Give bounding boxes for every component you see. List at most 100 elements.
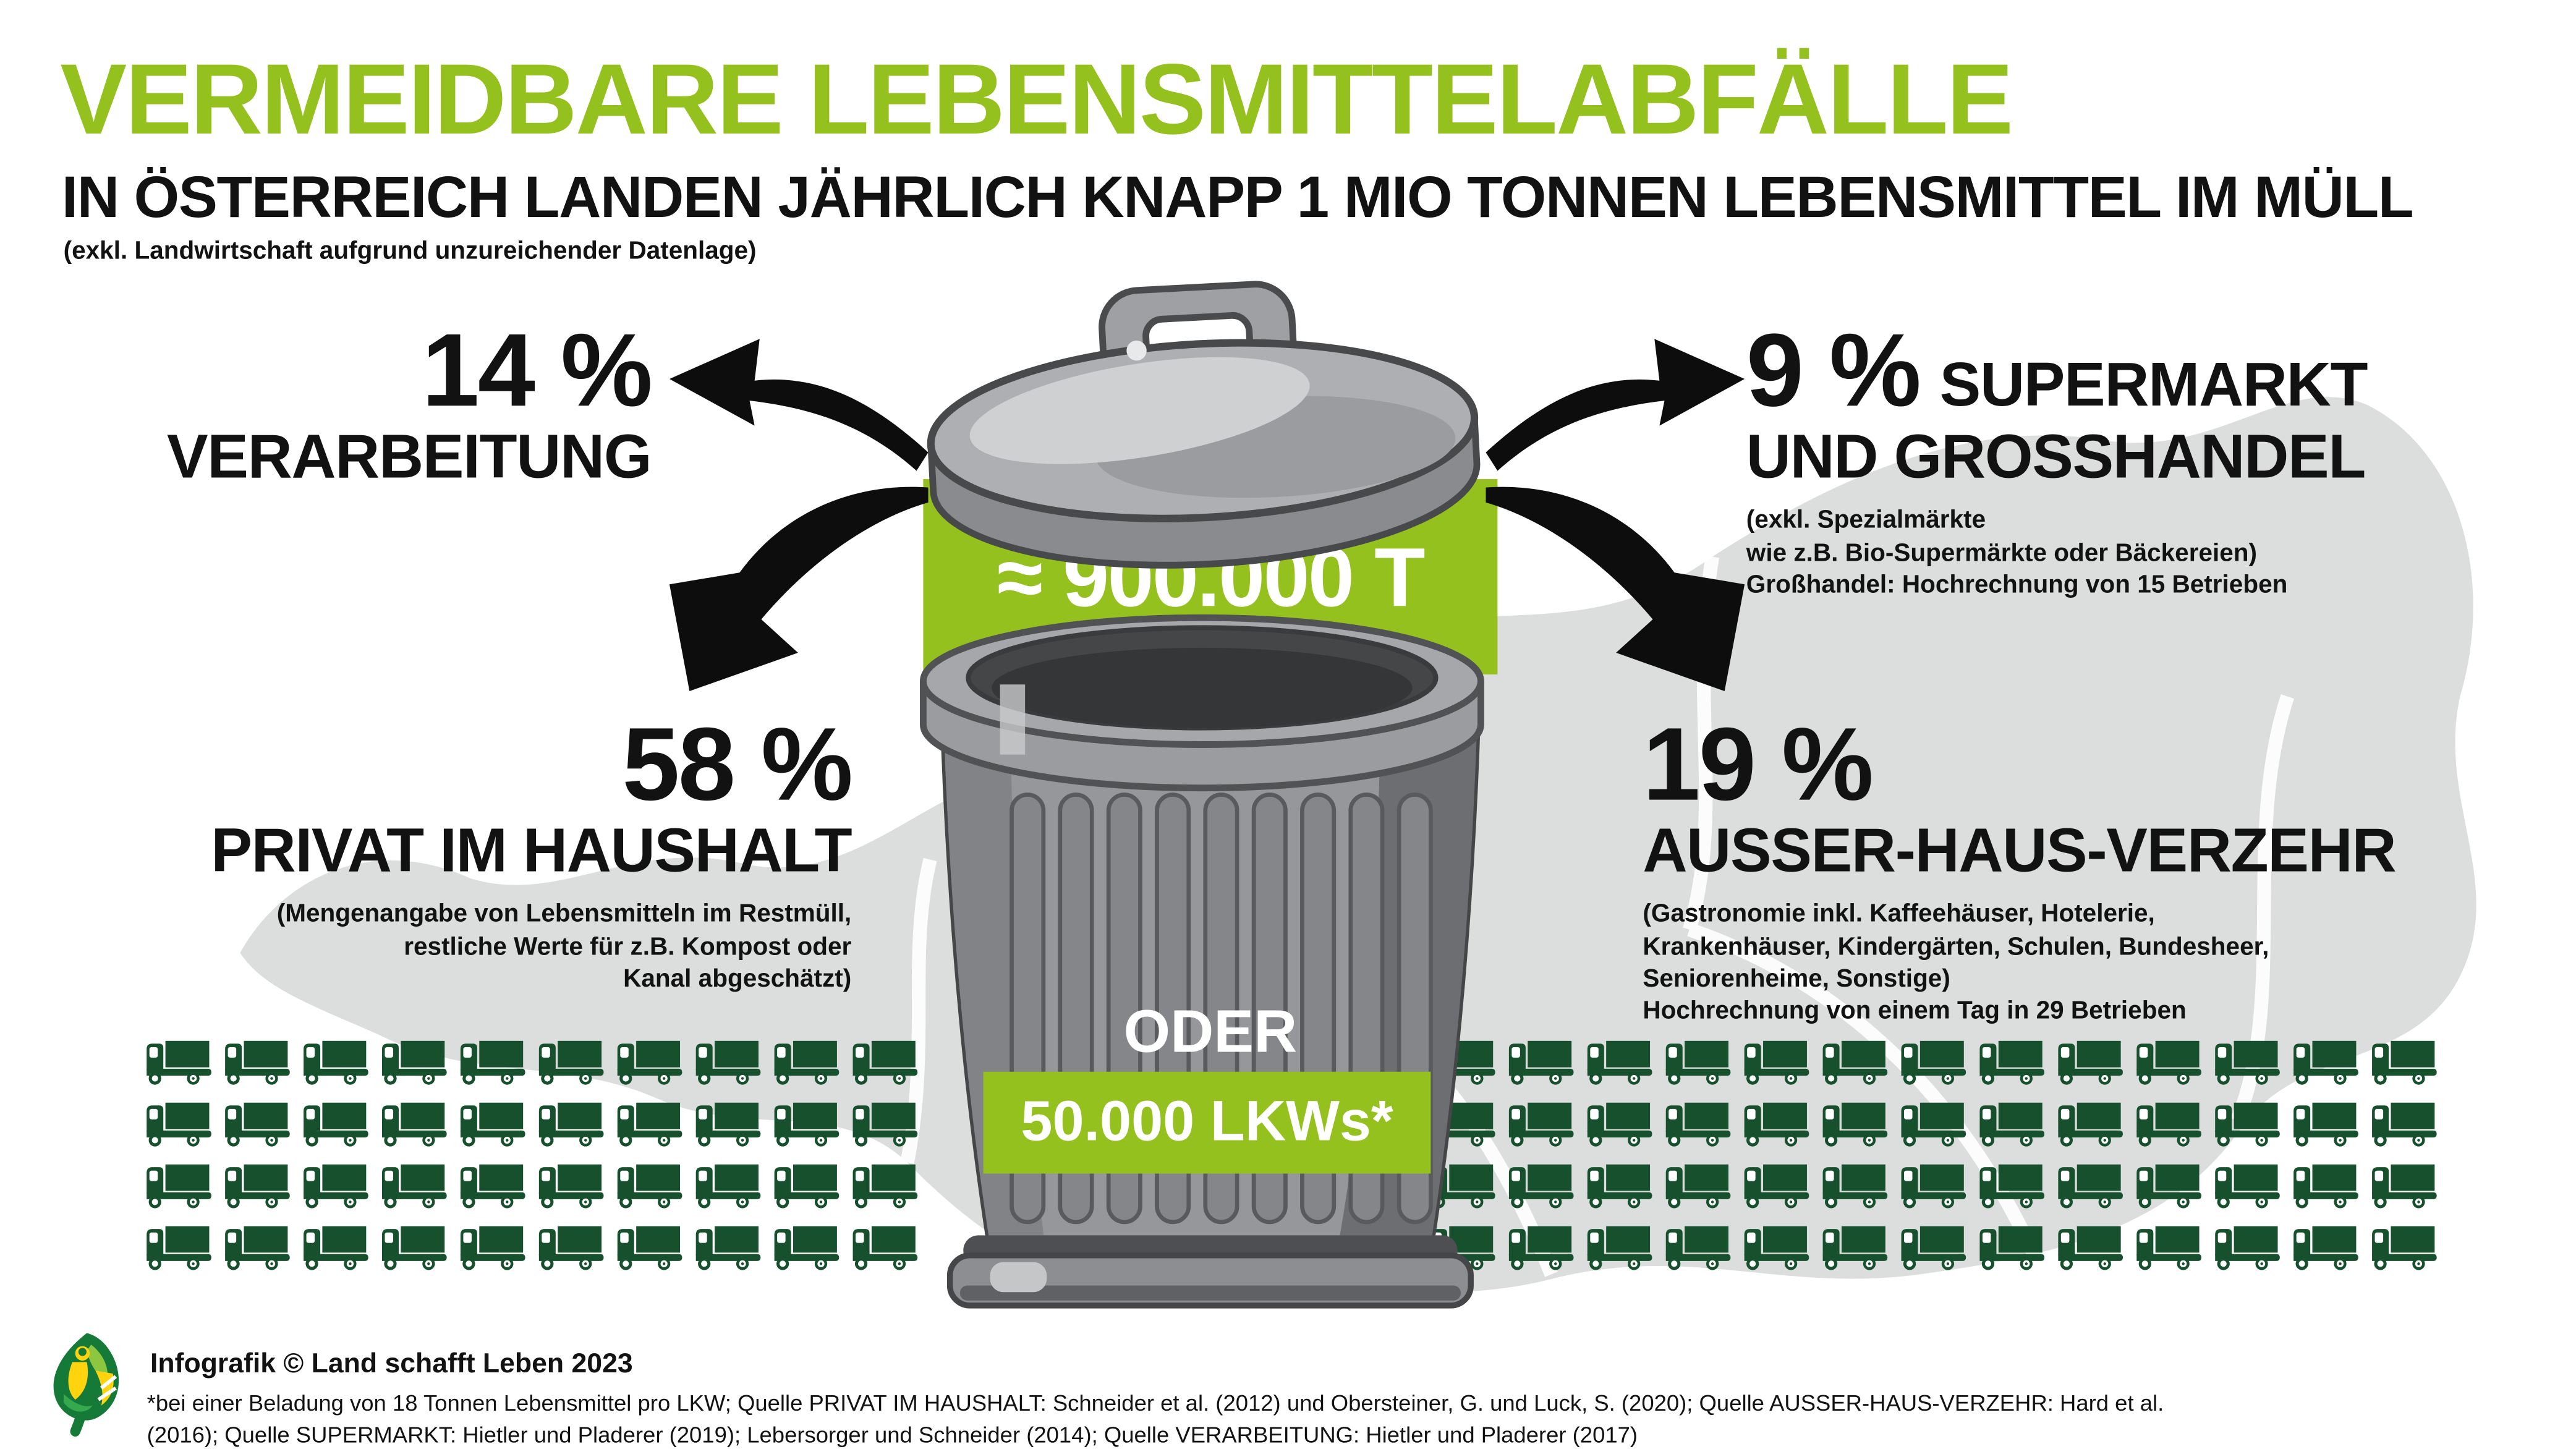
truck-icon (143, 1098, 213, 1149)
truck-icon (379, 1160, 449, 1210)
truck-icon (536, 1098, 606, 1149)
truck-icon (536, 1222, 606, 1272)
note-line: wie z.B. Bio-Supermärkte oder Bäckereien… (1746, 538, 2258, 567)
truck-icon (693, 1160, 763, 1210)
truck-icon (457, 1098, 527, 1149)
note-line: Großhandel: Hochrechnung von 15 Betriebe… (1746, 571, 2288, 600)
truck-icon (1741, 1160, 1811, 1210)
truck-icon (614, 1037, 684, 1087)
segment-percent: 14 % (422, 313, 653, 430)
truck-icon (1976, 1098, 2046, 1149)
truck-icon (222, 1098, 292, 1149)
truck-icon (2369, 1098, 2439, 1149)
truck-icon (379, 1098, 449, 1149)
truck-icon (614, 1098, 684, 1149)
truck-icon (1820, 1222, 1890, 1272)
truck-icon (1663, 1037, 1733, 1087)
truck-icon (1976, 1222, 2046, 1272)
truck-icon (1663, 1222, 1733, 1272)
truck-icon (1898, 1037, 1968, 1087)
truck-icon (2369, 1160, 2439, 1210)
segment-name: PRIVAT IM HAUSHALT (211, 816, 852, 885)
trash-can-opening (920, 614, 1484, 792)
truck-icon (2055, 1098, 2125, 1149)
segment-name: AUSSER-HAUS-VERZEHR (1643, 816, 2396, 885)
truck-icon (1741, 1098, 1811, 1149)
truck-icon (1820, 1037, 1890, 1087)
truck-icon (772, 1222, 841, 1272)
note-line: (Mengenangabe von Lebensmitteln im Restm… (276, 900, 852, 929)
segment-percent: 19 % (1643, 708, 1874, 823)
truck-icon (1584, 1037, 1654, 1087)
oder-label: ODER (1123, 996, 1298, 1065)
truck-icon (772, 1098, 841, 1149)
segment-notes: (Mengenangabe von Lebensmitteln im Restm… (100, 899, 852, 995)
segment-percent: 9 % (1746, 313, 1921, 430)
lkw-label: 50.000 LKWs* (1021, 1090, 1393, 1154)
note-line: restliche Werte für z.B. Kompost oder (404, 932, 852, 961)
truck-icon (2133, 1037, 2203, 1087)
truck-fleet-left (143, 1037, 935, 1290)
truck-icon (300, 1160, 370, 1210)
truck-icon (772, 1160, 841, 1210)
credit-line: Infografik © Land schafft Leben 2023 (150, 1349, 633, 1379)
truck-icon (2133, 1160, 2203, 1210)
page-subtitle: IN ÖSTERREICH LANDEN JÄHRLICH KNAPP 1 MI… (61, 165, 2414, 231)
note-line: Krankenhäuser, Kindergärten, Schulen, Bu… (1643, 932, 2269, 961)
note-line: (Gastronomie inkl. Kaffeehäuser, Hoteler… (1643, 900, 2155, 929)
truck-icon (1820, 1098, 1890, 1149)
segment-name: VERARBEITUNG (166, 422, 652, 491)
truck-icon (2133, 1222, 2203, 1272)
truck-icon (2290, 1037, 2360, 1087)
segment-notes: (Gastronomie inkl. Kaffeehäuser, Hoteler… (1643, 899, 2494, 1027)
truck-icon (1663, 1160, 1733, 1210)
truck-icon (1976, 1160, 2046, 1210)
truck-icon (693, 1098, 763, 1149)
truck-icon (1584, 1222, 1654, 1272)
segment-supermarkt: 9 % SUPERMARKT UND GROSSHANDEL (exkl. Spe… (1746, 320, 2531, 601)
segment-name-line1: SUPERMARKT (1939, 351, 2368, 419)
segment-ausser-haus-verzehr: 19 % AUSSER-HAUS-VERZEHR (Gastronomie in… (1643, 708, 2494, 1027)
truck-icon (1898, 1160, 1968, 1210)
lid-handle (1099, 281, 1299, 393)
trash-can-body (920, 614, 1484, 1309)
segment-percent: 58 % (622, 708, 853, 823)
truck-icon (222, 1037, 292, 1087)
truck-icon (536, 1160, 606, 1210)
source-line: *bei einer Beladung von 18 Tonnen Lebens… (147, 1390, 2164, 1416)
land-schafft-leben-logo (53, 1333, 119, 1437)
truck-icon (379, 1037, 449, 1087)
trash-can-lid (927, 281, 1481, 569)
truck-icon (1898, 1098, 1968, 1149)
truck-icon (1584, 1098, 1654, 1149)
truck-icon (300, 1222, 370, 1272)
truck-icon (2369, 1037, 2439, 1087)
truck-icon (1663, 1098, 1733, 1149)
truck-icon (1976, 1037, 2046, 1087)
truck-icon (2290, 1160, 2360, 1210)
segment-privat-im-haushalt: 58 % PRIVAT IM HAUSHALT (Mengenangabe vo… (100, 708, 853, 995)
page-subtitle-note: (exkl. Landwirtschaft aufgrund unzureich… (63, 237, 757, 266)
note-line: Kanal abgeschätzt) (623, 964, 852, 993)
source-notes: *bei einer Beladung von 18 Tonnen Lebens… (147, 1389, 2568, 1449)
truck-icon (379, 1222, 449, 1272)
truck-icon (1741, 1222, 1811, 1272)
truck-fleet-right (1427, 1037, 2456, 1290)
truck-icon (1820, 1160, 1890, 1210)
note-line: Seniorenheime, Sonstige) (1643, 964, 1950, 993)
truck-icon (143, 1160, 213, 1210)
truck-icon (2369, 1222, 2439, 1272)
truck-icon (2055, 1037, 2125, 1087)
trash-can (920, 281, 1484, 1309)
trash-can-base (946, 1235, 1474, 1309)
truck-icon (2055, 1160, 2125, 1210)
segment-verarbeitung: 14 % VERARBEITUNG (83, 313, 653, 493)
truck-icon (1741, 1037, 1811, 1087)
truck-icon (614, 1222, 684, 1272)
truck-icon (2290, 1098, 2360, 1149)
truck-icon (693, 1037, 763, 1087)
page-title: VERMEIDBARE LEBENSMITTELABFÄLLE (60, 43, 2013, 156)
note-line: (exkl. Spezialmärkte (1746, 506, 1986, 535)
segment-notes: (exkl. Spezialmärkte wie z.B. Bio-Superm… (1746, 505, 2531, 601)
